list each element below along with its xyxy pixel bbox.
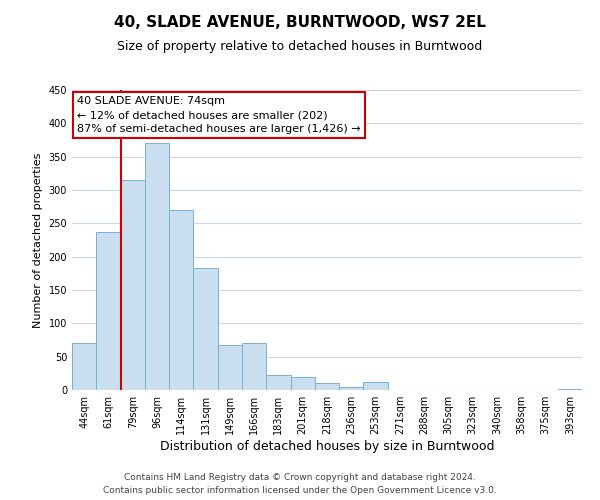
Y-axis label: Number of detached properties: Number of detached properties: [33, 152, 43, 328]
Bar: [145, 144, 169, 390]
Bar: [364, 382, 388, 390]
Bar: [72, 344, 96, 390]
Bar: [193, 268, 218, 390]
X-axis label: Distribution of detached houses by size in Burntwood: Distribution of detached houses by size …: [160, 440, 494, 453]
Text: Size of property relative to detached houses in Burntwood: Size of property relative to detached ho…: [118, 40, 482, 53]
Bar: [169, 210, 193, 390]
Bar: [218, 344, 242, 390]
Bar: [315, 384, 339, 390]
Bar: [290, 376, 315, 390]
Bar: [242, 344, 266, 390]
Text: Contains HM Land Registry data © Crown copyright and database right 2024.
Contai: Contains HM Land Registry data © Crown c…: [103, 474, 497, 495]
Bar: [96, 232, 121, 390]
Text: 40 SLADE AVENUE: 74sqm
← 12% of detached houses are smaller (202)
87% of semi-de: 40 SLADE AVENUE: 74sqm ← 12% of detached…: [77, 96, 361, 134]
Text: 40, SLADE AVENUE, BURNTWOOD, WS7 2EL: 40, SLADE AVENUE, BURNTWOOD, WS7 2EL: [114, 15, 486, 30]
Bar: [266, 376, 290, 390]
Bar: [121, 180, 145, 390]
Bar: [339, 386, 364, 390]
Bar: [558, 388, 582, 390]
